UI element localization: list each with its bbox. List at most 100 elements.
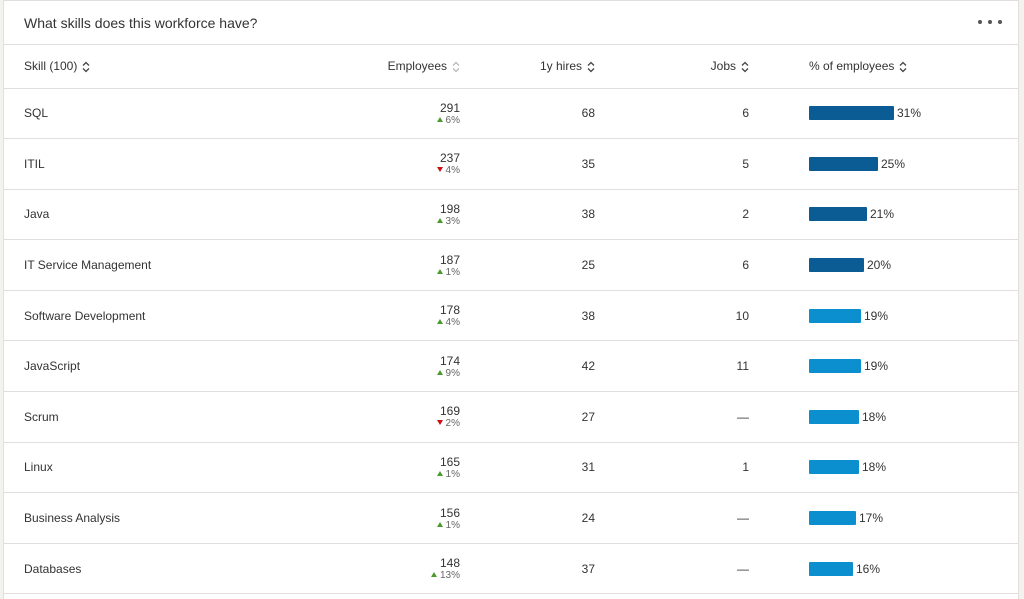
table-row[interactable]: JavaScript 174 9% 42 11 19%	[4, 341, 1018, 392]
column-header-hires[interactable]: 1y hires	[460, 45, 595, 88]
employees-cell: 165 1%	[224, 442, 460, 493]
employees-cell: 291 6%	[224, 88, 460, 139]
jobs-count: 2	[742, 207, 749, 222]
sort-icon[interactable]	[587, 61, 595, 73]
employees-cell: 187 1%	[224, 240, 460, 291]
skill-name[interactable]: IT Service Management	[24, 258, 152, 273]
jobs-count: 5	[742, 156, 749, 171]
jobs-count: —	[737, 561, 749, 576]
skill-name[interactable]: Business Analysis	[24, 511, 121, 526]
triangle-up-icon	[436, 319, 443, 325]
jobs-count: 1	[742, 460, 749, 475]
employee-delta: 6%	[436, 115, 460, 126]
jobs-count: 6	[742, 106, 749, 121]
employee-count: 187	[439, 252, 460, 267]
jobs-count: —	[737, 409, 749, 424]
pct-label: 20%	[867, 258, 892, 273]
pct-bar	[809, 258, 864, 273]
pct-cell: 20%	[749, 240, 1018, 291]
table-row[interactable]: Business Analysis 156 1% 24 — 17%	[4, 493, 1018, 544]
employee-count: 165	[439, 454, 460, 469]
pct-cell: 19%	[749, 341, 1018, 392]
employees-cell: 148 13%	[224, 543, 460, 594]
hires-count: 25	[581, 258, 595, 273]
pct-label: 16%	[856, 561, 881, 576]
pct-label: 25%	[881, 156, 906, 171]
employee-count: 198	[439, 201, 460, 216]
skill-name[interactable]: Databases	[24, 561, 82, 576]
triangle-up-icon	[436, 521, 443, 527]
pct-bar	[809, 156, 878, 171]
jobs-count: 10	[735, 308, 749, 323]
jobs-count: —	[737, 511, 749, 526]
employees-cell: 169 2%	[224, 392, 460, 443]
skill-name[interactable]: Linux	[24, 460, 53, 475]
skill-name[interactable]: ITIL	[24, 156, 45, 171]
skill-name[interactable]: Software Development	[24, 308, 146, 323]
table-row[interactable]: Software Development 178 4% 38 10 19%	[4, 290, 1018, 341]
employee-delta: 4%	[436, 165, 460, 176]
table-row[interactable]: SQL 291 6% 68 6 31%	[4, 88, 1018, 139]
column-header-skill[interactable]: Skill (100)	[4, 45, 224, 88]
column-header-employees[interactable]: Employees	[224, 45, 460, 88]
skill-name[interactable]: JavaScript	[24, 359, 81, 374]
employee-count: 291	[439, 100, 460, 115]
triangle-up-icon	[430, 572, 437, 578]
skills-card: What skills does this workforce have? Sk…	[3, 0, 1019, 599]
pct-bar	[809, 106, 894, 121]
table-row[interactable]: ITIL 237 4% 35 5 25%	[4, 139, 1018, 190]
skill-name[interactable]: Java	[24, 207, 50, 222]
employee-delta: 9%	[436, 368, 460, 379]
pct-cell: 25%	[749, 139, 1018, 190]
employees-cell: 178 4%	[224, 290, 460, 341]
hires-count: 24	[581, 511, 595, 526]
hires-count: 42	[581, 359, 595, 374]
pct-label: 18%	[862, 409, 887, 424]
employee-count: 148	[439, 556, 460, 571]
skill-name[interactable]: Scrum	[24, 409, 59, 424]
table-row[interactable]: Scrum 169 2% 27 — 18%	[4, 392, 1018, 443]
table-row[interactable]: Linux 165 1% 31 1 18%	[4, 442, 1018, 493]
employee-count: 174	[439, 353, 460, 368]
table-row[interactable]: Java 198 3% 38 2 21%	[4, 189, 1018, 240]
pct-cell: 31%	[749, 88, 1018, 139]
triangle-up-icon	[436, 217, 443, 223]
sort-icon[interactable]	[452, 61, 460, 73]
pct-label: 31%	[897, 106, 922, 121]
pct-bar	[809, 511, 856, 526]
more-options-button[interactable]	[978, 14, 1002, 30]
employee-delta: 1%	[436, 267, 460, 278]
hires-count: 38	[581, 207, 595, 222]
table-row[interactable]: Databases 148 13% 37 — 16%	[4, 543, 1018, 594]
pct-cell: 18%	[749, 442, 1018, 493]
pct-label: 19%	[864, 308, 889, 323]
skill-name[interactable]: SQL	[24, 106, 49, 121]
employee-delta: 1%	[436, 469, 460, 480]
sort-icon[interactable]	[82, 61, 90, 73]
table-body: SQL 291 6% 68 6 31% ITIL 237 4% 35 5 25% Java 198 3% 38…	[4, 88, 1018, 594]
column-header-pct[interactable]: % of employees	[749, 45, 1018, 88]
table-row[interactable]: IT Service Management 187 1% 25 6 20%	[4, 240, 1018, 291]
employee-delta: 13%	[430, 570, 460, 581]
card-title: What skills does this workforce have?	[24, 15, 258, 31]
pct-bar	[809, 409, 859, 424]
employee-count: 156	[439, 505, 460, 520]
pct-label: 18%	[862, 460, 887, 475]
pct-cell: 18%	[749, 392, 1018, 443]
pct-label: 21%	[870, 207, 895, 222]
pct-bar	[809, 207, 867, 222]
sort-icon[interactable]	[899, 61, 907, 73]
employee-delta: 2%	[436, 418, 460, 429]
pct-cell: 17%	[749, 493, 1018, 544]
hires-count: 38	[581, 308, 595, 323]
pct-bar	[809, 561, 853, 576]
employee-count: 178	[439, 303, 460, 318]
column-header-jobs[interactable]: Jobs	[595, 45, 749, 88]
employees-cell: 174 9%	[224, 341, 460, 392]
hires-count: 37	[581, 561, 595, 576]
jobs-count: 11	[736, 359, 749, 374]
sort-icon[interactable]	[741, 61, 749, 73]
employee-delta: 3%	[436, 216, 460, 227]
table-header-row: Skill (100) Employees 1y hires Jobs % of…	[4, 45, 1018, 88]
employee-delta: 1%	[436, 520, 460, 531]
